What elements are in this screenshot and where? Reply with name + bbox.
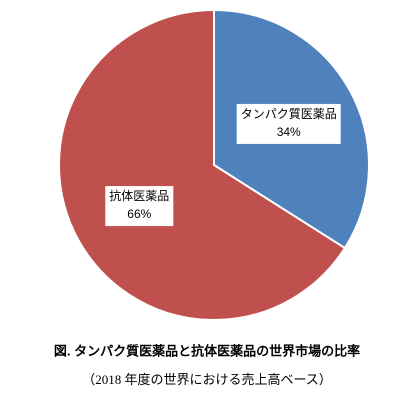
slice-name: タンパク質医薬品 [241, 106, 337, 121]
slice-name: 抗体医薬品 [109, 188, 169, 203]
label-box [105, 186, 174, 227]
pie: タンパク質医薬品 34% 抗体医薬品 66% [58, 8, 370, 321]
slice-value: 66% [127, 207, 151, 221]
chart-subtitle: （2018 年度の世界における売上高ベース） [82, 372, 332, 387]
label-box [236, 103, 341, 144]
pie-slice [58, 8, 347, 321]
chart-title: 図. タンパク質医薬品と抗体医薬品の世界市場の比率 [54, 343, 360, 358]
slice-value: 34% [277, 125, 301, 139]
